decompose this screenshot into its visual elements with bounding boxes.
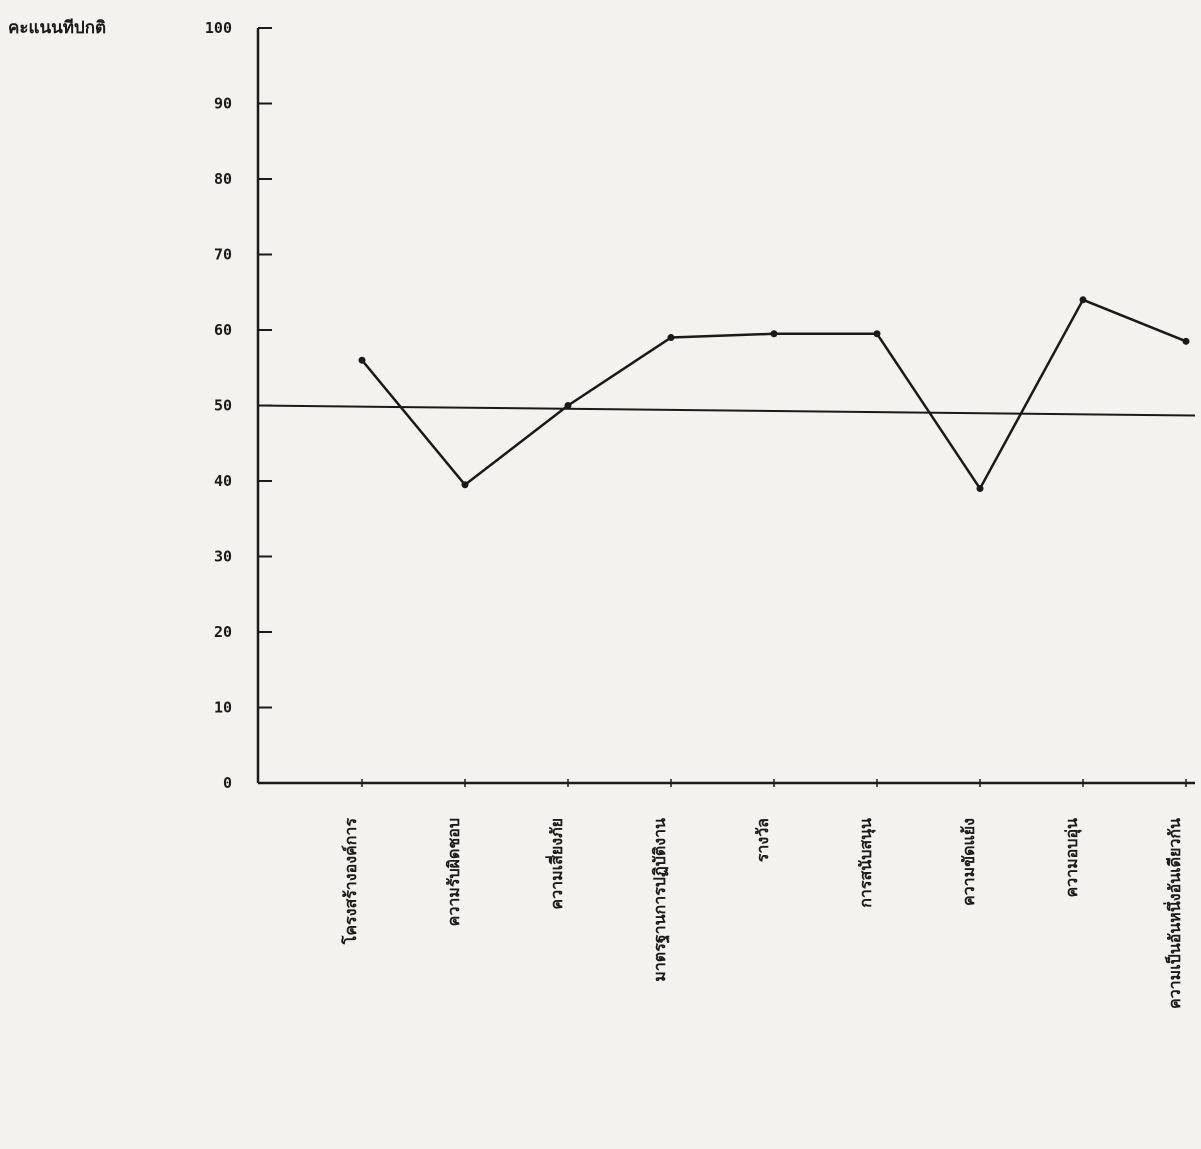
y-tick-label: 40 — [214, 472, 232, 490]
data-point — [1182, 337, 1190, 345]
y-tick-label: 10 — [214, 699, 232, 717]
y-axis-title: คะแนนทีปกติ — [8, 18, 107, 38]
data-series — [358, 296, 1190, 493]
data-point — [873, 330, 881, 338]
x-category-label: ความเป็นอันหนึ่งอันเดียวกัน — [1163, 818, 1184, 1009]
reference-line-50 — [257, 404, 1196, 417]
y-tick-label: 80 — [214, 170, 232, 188]
data-point — [976, 485, 984, 493]
y-ticks: 0 10 20 30 40 50 60 70 80 90 100 — [205, 19, 272, 792]
x-category-label: ความรับผิดชอบ — [444, 818, 463, 926]
y-tick-label: 0 — [223, 774, 232, 792]
x-category-label: โครงสร้างองค์การ — [340, 818, 360, 946]
reference-line — [257, 404, 1196, 417]
data-point — [461, 481, 469, 489]
y-tick-label: 20 — [214, 623, 232, 641]
y-tick-label: 70 — [214, 246, 232, 264]
x-category-labels: โครงสร้างองค์การ ความรับผิดชอบ ความเสี่ยงภ… — [340, 818, 1184, 1009]
y-tick-label: 100 — [205, 19, 232, 37]
data-point — [564, 402, 572, 409]
x-category-label: ความเสี่ยงภัย — [545, 818, 566, 910]
y-tick-label: 60 — [214, 321, 232, 339]
data-point — [667, 334, 675, 342]
x-ticks — [361, 779, 1187, 787]
x-category-label: การสนับสนุน — [856, 818, 876, 908]
series-line — [361, 298, 1187, 490]
data-point — [358, 356, 366, 364]
x-category-label: ความขัดแย้ง — [959, 818, 978, 906]
y-tick-label: 30 — [214, 548, 232, 566]
data-point — [770, 330, 778, 338]
x-category-label: รางวัล — [753, 818, 772, 862]
y-tick-label: 90 — [214, 95, 232, 113]
x-category-label: ความอบอุ่น — [1062, 818, 1082, 898]
y-tick-label: 50 — [214, 397, 232, 415]
x-category-label: มาตรฐานการปฏิบัติงาน — [650, 818, 670, 982]
data-point — [1079, 296, 1087, 304]
